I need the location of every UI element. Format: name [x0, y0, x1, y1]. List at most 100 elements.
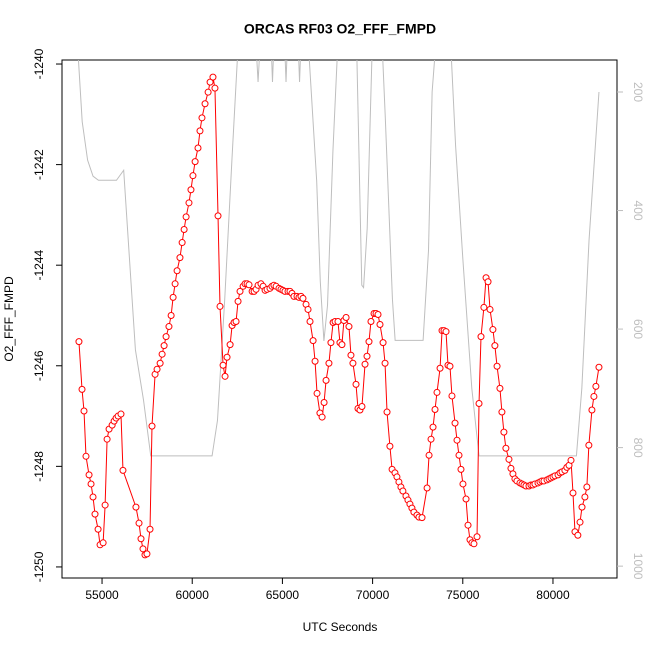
point [165, 323, 173, 331]
point [379, 339, 387, 347]
point [578, 503, 586, 511]
chart-title: ORCAS RF03 O2_FFF_FMPD [244, 21, 436, 37]
y-tick-label: -1242 [32, 149, 46, 180]
point [101, 501, 109, 509]
x-tick-label: 70000 [356, 588, 390, 602]
point [94, 525, 102, 533]
point [496, 384, 504, 392]
point [117, 410, 125, 418]
y2-tick-label: 200 [631, 82, 645, 102]
point [431, 406, 439, 414]
point [232, 318, 240, 326]
point [342, 313, 350, 321]
point [160, 342, 168, 350]
point [214, 212, 222, 220]
point [374, 310, 382, 318]
point [223, 353, 231, 361]
point [322, 376, 330, 384]
point [381, 359, 389, 367]
point [306, 318, 314, 326]
point [334, 318, 342, 326]
point [196, 127, 204, 135]
point [78, 385, 86, 393]
point [135, 519, 143, 527]
point [132, 503, 140, 511]
point [489, 326, 497, 334]
point [236, 287, 244, 295]
point [211, 84, 219, 92]
point [475, 399, 483, 407]
point [185, 199, 193, 207]
point [148, 422, 156, 430]
y2-tick-label: 800 [631, 438, 645, 458]
point [320, 398, 328, 406]
point [146, 525, 154, 533]
point [491, 342, 499, 350]
x-tick-label: 75000 [446, 588, 480, 602]
point [347, 351, 355, 359]
point [194, 144, 202, 152]
point [158, 350, 166, 358]
y-tick-label: -1250 [32, 551, 46, 582]
point [470, 540, 478, 548]
point [216, 302, 224, 310]
point [427, 435, 435, 443]
x-tick-label: 55000 [85, 588, 119, 602]
point [436, 364, 444, 372]
y-tick-label: -1244 [32, 250, 46, 281]
point [167, 311, 175, 319]
point [361, 360, 369, 368]
point [363, 352, 371, 360]
point [451, 419, 459, 427]
point [433, 388, 441, 396]
point [119, 466, 127, 474]
point [595, 363, 603, 371]
point [453, 436, 461, 444]
y-axis-label: O2_FFF_FMPD [2, 276, 16, 362]
point [446, 362, 454, 370]
point [85, 471, 93, 479]
point [180, 225, 188, 233]
point [484, 278, 492, 286]
point [226, 341, 234, 349]
point [592, 382, 600, 390]
point [367, 318, 375, 326]
y2-tick-label: 400 [631, 201, 645, 221]
point [206, 78, 214, 86]
point [103, 435, 111, 443]
point [325, 359, 333, 367]
point [327, 339, 335, 347]
point [590, 392, 598, 400]
point [234, 297, 242, 305]
point [502, 444, 510, 452]
point [498, 408, 506, 416]
y-tick-label: -1240 [32, 48, 46, 79]
point [583, 483, 591, 491]
point [162, 333, 170, 341]
point [75, 338, 83, 346]
point [399, 487, 407, 495]
point [89, 493, 97, 501]
x-tick-label: 60000 [176, 588, 210, 602]
point [191, 158, 199, 166]
point [505, 455, 513, 463]
x-tick-label: 80000 [536, 588, 570, 602]
point [457, 465, 465, 473]
point [442, 328, 450, 336]
point [429, 423, 437, 431]
point [486, 305, 494, 313]
point [349, 359, 357, 367]
y2-tick-label: 1000 [631, 553, 645, 580]
point [178, 239, 186, 247]
y-tick-label: -1246 [32, 350, 46, 381]
x-tick-label: 65000 [266, 588, 300, 602]
point [425, 451, 433, 459]
point [383, 408, 391, 416]
point [80, 407, 88, 415]
series-line [77, 60, 600, 457]
point [462, 495, 470, 503]
point [574, 531, 582, 539]
point [473, 533, 481, 541]
point [455, 451, 463, 459]
point [569, 489, 577, 497]
